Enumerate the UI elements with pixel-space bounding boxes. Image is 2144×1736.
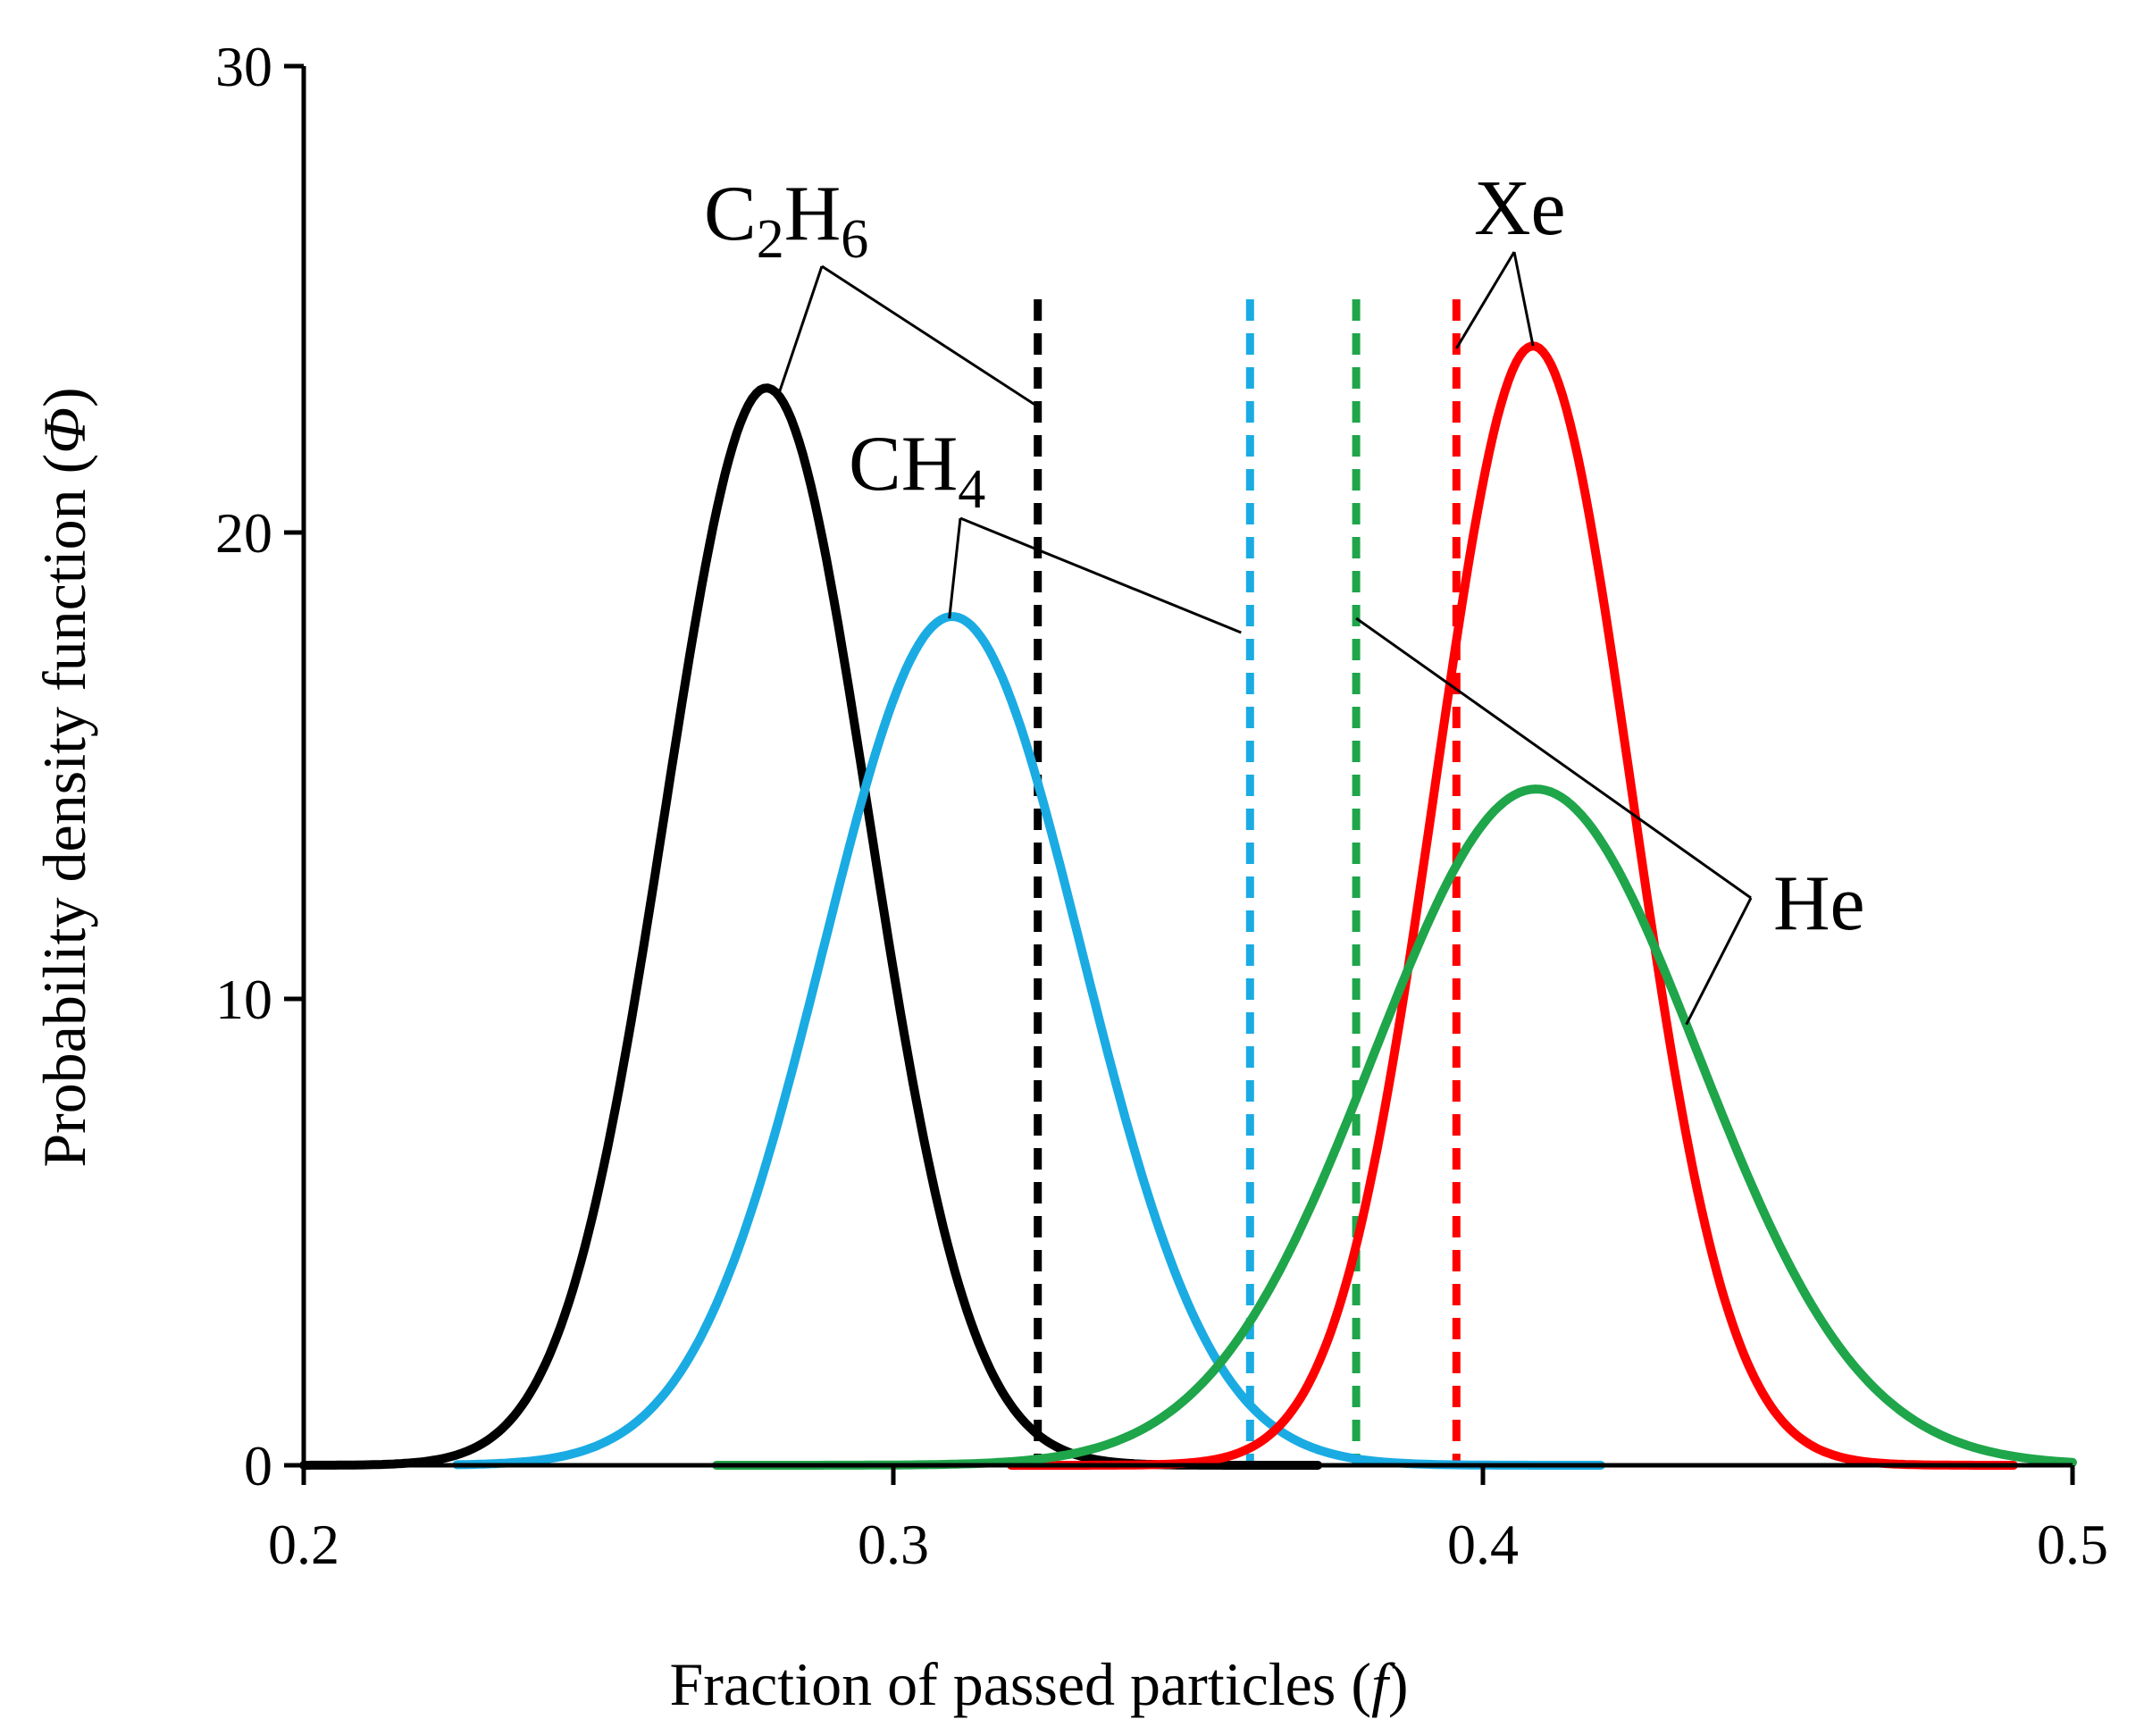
y-tick-label: 30 — [215, 35, 272, 98]
y-tick-label: 20 — [215, 501, 272, 565]
annotation-ch4: CH4 — [849, 421, 985, 520]
leader-ch4-curve — [948, 517, 962, 619]
x-tick-label: 0.3 — [858, 1513, 929, 1576]
annotation-c2h6: C2H6 — [704, 171, 868, 270]
x-tick-label: 0.4 — [1447, 1513, 1519, 1576]
y-tick-label: 0 — [244, 1434, 272, 1497]
annotation-he: He — [1773, 860, 1865, 947]
annotation-leaders — [776, 251, 1753, 1026]
x-tick-label: 0.2 — [268, 1513, 339, 1576]
leader-ch4-dashed — [959, 516, 1242, 634]
leader-c2h6-dashed — [821, 264, 1039, 408]
annotation-xe: Xe — [1474, 165, 1566, 252]
y-tick-label: 10 — [215, 968, 272, 1031]
dashed-markers — [1034, 299, 1461, 1465]
curve-c2h6 — [299, 383, 1323, 1470]
x-tick-label: 0.5 — [2037, 1513, 2108, 1576]
axes — [301, 66, 2073, 1468]
leader-xe-curve — [1512, 251, 1535, 347]
leader-xe-dashed — [1455, 251, 1516, 349]
leader-c2h6-curve — [776, 265, 824, 396]
y-axis-title: Probability density function (Φ) — [30, 387, 98, 1167]
leader-he-dashed — [1355, 616, 1752, 900]
leader-he-curve — [1685, 897, 1753, 1026]
x-axis-title: Fraction of passed particles (f) — [669, 1650, 1408, 1718]
axis-ticks: 0 10 20 30 0.2 0.3 0.4 0.5 — [215, 35, 2108, 1576]
